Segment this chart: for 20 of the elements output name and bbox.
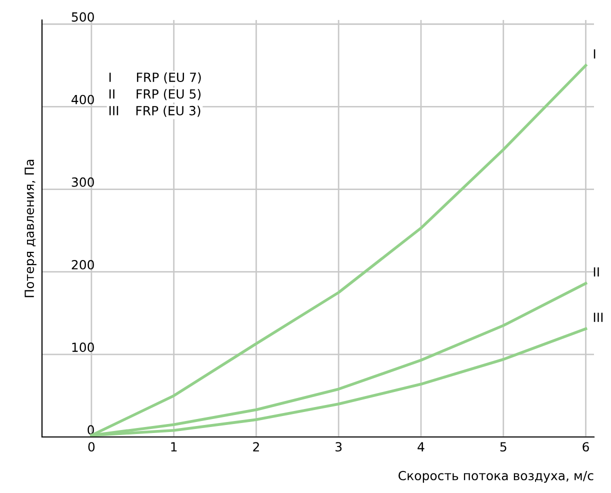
x-tick-label: 6 <box>582 442 589 452</box>
series-label: I <box>594 49 596 58</box>
y-tick-label: 0 <box>88 425 94 435</box>
y-tick-label: 400 <box>72 94 94 104</box>
x-tick-label: 5 <box>500 442 506 452</box>
annotation: I FRP (EU 7) <box>109 72 201 84</box>
x-tick-label: 4 <box>418 442 424 452</box>
annotation: III FRP (EU 3) <box>109 106 200 117</box>
y-tick-label: 200 <box>72 260 94 270</box>
x-tick-label: 1 <box>171 442 177 452</box>
series-label: II <box>594 267 599 276</box>
series-label: III <box>594 312 603 322</box>
y-tick-label: 100 <box>72 342 94 352</box>
x-tick-label: 2 <box>253 442 259 452</box>
y-axis-title: Потеря давления, Па <box>24 160 36 298</box>
y-tick-label: 300 <box>72 177 94 187</box>
x-axis-title: Скорость потока воздуха, м/с <box>398 470 594 483</box>
x-tick-label: 3 <box>336 442 342 452</box>
y-tick-label: 500 <box>72 12 94 22</box>
annotation: II FRP (EU 5) <box>109 89 201 100</box>
